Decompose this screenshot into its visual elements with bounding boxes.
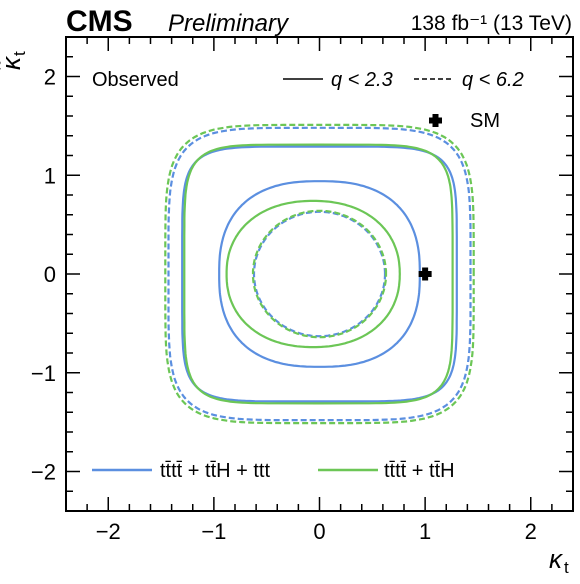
contour-series-2-q23-outer: [183, 143, 454, 405]
legend-sm-label: SM: [470, 110, 500, 132]
y-tick-label: 1: [44, 163, 56, 188]
sm-point-horizontal: [418, 271, 432, 277]
y-tick-label: 0: [44, 262, 56, 287]
x-tick-label: 2: [525, 519, 537, 544]
x-axis-label-sub: t: [564, 558, 569, 577]
x-tick-label: −1: [201, 519, 226, 544]
y-axis-label-sub: t: [10, 51, 29, 56]
x-tick-label: 1: [419, 519, 431, 544]
y-axis-label-main: κ̃: [0, 55, 26, 70]
plot-frame: [65, 36, 574, 512]
lumi-label: 138 fb⁻¹ (13 TeV): [411, 12, 572, 35]
contour-series-1-q23-inner: [218, 180, 421, 368]
y-tick-label: −2: [31, 460, 56, 485]
legend-solid-label: q < 2.3: [331, 69, 393, 91]
contour-series-2-q62-inner: [251, 209, 388, 339]
contour-series-2-q62-outer: [164, 123, 475, 425]
experiment-label: CMS: [66, 5, 133, 38]
contour-series-1-q23-outer: [181, 145, 458, 403]
legend-observed: Observed: [92, 69, 179, 91]
sm-point-marker: [418, 267, 432, 281]
y-tick-label: −1: [31, 361, 56, 386]
ticks-layer: −2 −1 0 1 2 −2 −1 0 1 2: [31, 36, 574, 544]
legend-series-2-label: tt̄tt̄ + tt̄H: [384, 460, 455, 482]
legend-series-1-label: tt̄tt̄ + tt̄H + ttt: [160, 460, 270, 482]
x-axis-label: κ t: [549, 544, 569, 577]
contour-series-1-q62-outer: [167, 126, 472, 422]
contour-series-1-q62-inner: [252, 210, 387, 338]
status-label: Preliminary: [168, 10, 290, 37]
legend-dashed-label: q < 6.2: [462, 69, 524, 91]
x-axis-label-main: κ: [549, 544, 564, 574]
contours-layer: [164, 123, 475, 425]
y-axis-label: κ̃ t: [0, 51, 29, 70]
legend-sm-marker: [429, 114, 442, 127]
x-tick-label: −2: [96, 519, 121, 544]
contour-series-2-q23-inner: [225, 199, 401, 349]
x-tick-label: 0: [313, 519, 325, 544]
y-tick-label: 2: [44, 65, 56, 90]
